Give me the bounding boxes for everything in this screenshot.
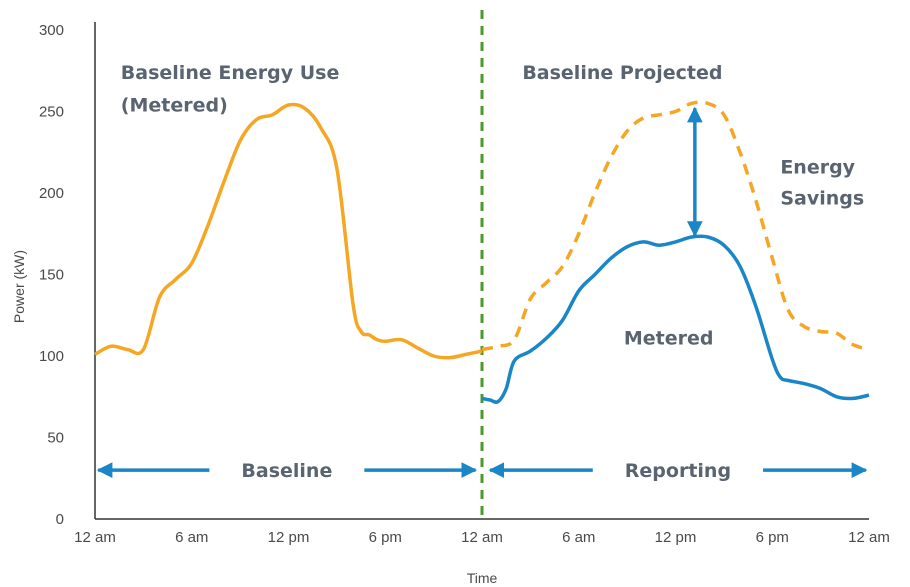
arrow-layer [96,106,868,478]
y-axis-title: Power (kW) [11,250,27,323]
y-tick-label: 100 [39,348,64,365]
y-tick-label: 200 [39,185,64,202]
energy-savings-sublabel: Savings [780,187,864,209]
y-tick-label: 300 [39,22,64,39]
y-tick-label: 250 [39,104,64,121]
x-tick-label: 12 am [461,529,503,546]
x-axis-title: Time [467,570,498,586]
axes [94,22,869,520]
baseline-projected-line [481,100,870,352]
x-tick-label: 12 pm [655,529,697,546]
energy-savings-label: Energy [780,156,855,178]
metered-reporting-line [481,234,870,404]
reporting-period-label: Reporting [625,460,731,482]
metered-label: Metered [624,328,714,350]
x-tick-label: 12 pm [268,529,310,546]
x-tick-label: 6 am [175,529,208,546]
y-tick-labels: 0 50 100 150 200 250 300 [39,22,64,528]
x-tick-label: 6 pm [369,529,402,546]
baseline-projected-label: Baseline Projected [522,62,722,84]
baseline-period-label: Baseline [241,460,332,482]
y-tick-label: 50 [47,430,64,447]
y-tick-label: 0 [56,511,64,528]
x-tick-labels: 12 am 6 am 12 pm 6 pm 12 am 6 am 12 pm 6 pm 12 a… [74,529,890,546]
x-tick-label: 6 pm [756,529,789,546]
baseline-energy-use-label: Baseline Energy Use [121,62,340,84]
x-tick-label: 12 am [848,529,890,546]
baseline-metered-line [94,102,483,360]
x-tick-label: 12 am [74,529,116,546]
baseline-energy-use-sublabel: (Metered) [121,95,228,117]
y-tick-label: 150 [39,267,64,284]
series-layer [94,100,870,404]
x-tick-label: 6 am [562,529,595,546]
